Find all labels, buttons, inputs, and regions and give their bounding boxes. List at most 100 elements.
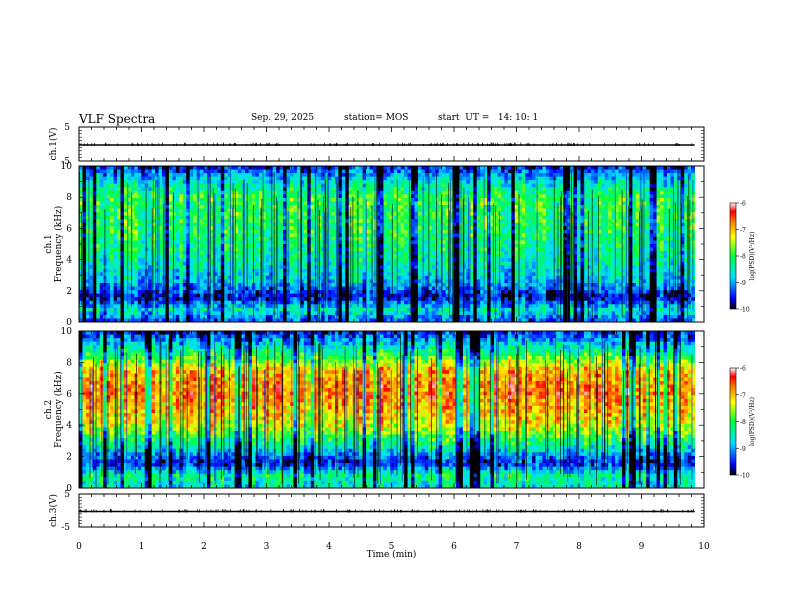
spectrogram-cell: [369, 173, 374, 178]
spectrogram-cell: [283, 190, 287, 195]
spectrogram-cell: [106, 194, 111, 199]
spectrogram-cell: [196, 311, 201, 316]
spectrogram-cell: [407, 176, 412, 181]
spectrogram-cell: [414, 258, 419, 263]
spectrogram-cell: [200, 254, 204, 259]
spectrogram-cell: [210, 297, 215, 302]
spectrogram-cell: [203, 311, 208, 316]
spectrogram-cell: [445, 290, 450, 295]
spectrogram-cell: [158, 251, 163, 256]
spectrogram-cells: [79, 166, 696, 323]
spectrogram-cell: [110, 236, 114, 241]
spectrogram-cell: [400, 318, 405, 323]
spectrogram-cell: [435, 229, 440, 234]
spectrogram-cell: [279, 286, 284, 291]
spectrogram-cell: [431, 201, 436, 206]
spectrogram-cell: [417, 279, 422, 284]
spectrogram-cell: [179, 283, 184, 287]
spectrogram-cell: [449, 212, 453, 217]
spectrogram-cell: [397, 215, 402, 220]
spectrogram-cell: [96, 222, 101, 227]
spectrogram-cell: [82, 194, 87, 199]
spectrogram-cell: [110, 268, 114, 273]
spectrogram-cell: [120, 197, 125, 202]
spectrogram-cell: [227, 318, 232, 323]
spectrogram-cell: [421, 304, 426, 309]
spectrogram-cell: [106, 212, 111, 217]
spectrogram-cell: [82, 247, 87, 252]
spectrogram-cell: [379, 212, 384, 217]
spectrogram-cell: [213, 247, 218, 252]
spectrogram-cell: [148, 197, 153, 202]
spectrogram-cell: [148, 226, 153, 231]
spectrogram-cell: [383, 208, 388, 213]
spectrogram-cell: [99, 293, 104, 298]
spectrogram-cell: [296, 283, 301, 287]
spectrogram-cell: [193, 208, 197, 213]
spectrogram-cell: [224, 173, 229, 178]
spectrogram-cell: [251, 183, 256, 188]
spectrogram-cell: [186, 176, 191, 181]
spectrogram-cell: [338, 180, 343, 185]
spectrogram-cell: [203, 212, 208, 217]
spectrogram-cell: [293, 180, 298, 185]
spectrogram-cell: [258, 190, 263, 195]
spectrogram-cell: [321, 279, 325, 284]
spectrogram-cell: [279, 265, 284, 270]
spectrogram-cell: [217, 254, 222, 259]
spectrogram-cell: [99, 283, 104, 287]
spectrogram-cell: [272, 318, 277, 323]
spectrogram-cell: [120, 258, 125, 263]
spectrogram-cell: [255, 251, 260, 256]
spectrogram-cell: [289, 261, 294, 266]
spectrogram-cell: [227, 240, 232, 245]
spectrogram-cell: [289, 314, 294, 319]
spectrogram-cell: [110, 258, 114, 263]
spectrogram-cell: [193, 183, 197, 188]
spectrogram-cell: [158, 212, 163, 217]
spectrogram-cell: [123, 212, 128, 217]
spectrogram-cell: [127, 236, 132, 241]
spectrogram-cell: [203, 187, 208, 192]
spectrogram-cell: [172, 208, 177, 213]
spectrogram-cell: [414, 212, 419, 217]
spectrogram-cell: [89, 304, 94, 309]
spectrogram-cell: [414, 254, 419, 259]
spectrogram-cell: [155, 201, 159, 206]
spectrogram-cell: [203, 290, 208, 295]
spectrogram-cell: [303, 272, 308, 277]
spectrogram-cell: [293, 226, 298, 231]
spectrogram-cell: [113, 190, 118, 195]
spectrogram-cell: [390, 300, 395, 305]
spectrogram-cell: [369, 314, 374, 319]
spectrogram-cell: [449, 268, 453, 273]
spectrogram-cell: [158, 208, 163, 213]
spectrogram-cell: [238, 240, 242, 245]
spectrogram-cell: [245, 318, 249, 323]
spectrogram-cell: [89, 183, 94, 188]
spectrogram-cell: [220, 169, 225, 174]
spectrogram-cell: [196, 251, 201, 256]
spectrogram-cell: [196, 166, 201, 170]
spectrogram-cell: [421, 300, 426, 305]
spectrogram-cell: [89, 254, 94, 259]
spectrogram-cell: [445, 226, 450, 231]
spectrogram-cell: [113, 254, 118, 259]
spectrogram-cell: [366, 247, 370, 252]
spectrogram-cell: [234, 311, 239, 316]
spectrogram-cell: [366, 261, 370, 266]
spectrogram-cell: [393, 283, 398, 287]
spectrogram-cell: [303, 251, 308, 256]
spectrogram-cell: [224, 318, 229, 323]
spectrogram-cell: [123, 279, 128, 284]
spectrogram-cell: [445, 233, 450, 238]
spectrogram-cell: [234, 236, 239, 241]
spectrogram-cell: [99, 183, 104, 188]
spectrogram-cell: [99, 279, 104, 284]
spectrogram-cell: [175, 183, 180, 188]
spectrogram-cell: [196, 247, 201, 252]
spectrogram-cell: [376, 201, 381, 206]
spectrogram-cell: [224, 247, 229, 252]
spectrogram-cell: [196, 318, 201, 323]
spectrogram-cell: [428, 176, 433, 181]
